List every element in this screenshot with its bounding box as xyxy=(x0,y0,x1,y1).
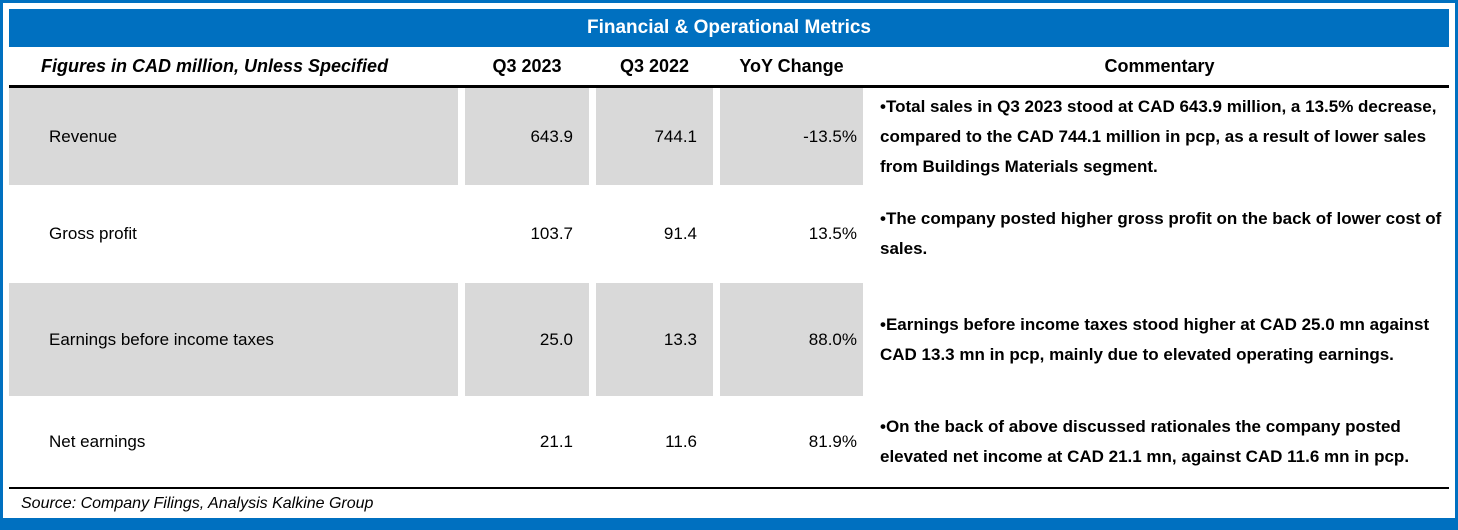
value-q3-2022: 13.3 xyxy=(596,283,713,396)
value-yoy-change: 88.0% xyxy=(720,283,863,396)
value-q3-2023: 643.9 xyxy=(465,88,589,185)
metric-label: Revenue xyxy=(9,88,458,185)
commentary-text: •The company posted higher gross profit … xyxy=(870,185,1449,283)
value-yoy-change: 81.9% xyxy=(808,431,857,451)
table-row-gross-profit: Gross profit 103.7 91.4 13.5% •The compa… xyxy=(9,185,1449,283)
value-q3-2022: 744.1 xyxy=(596,88,713,185)
commentary-text: •Total sales in Q3 2023 stood at CAD 643… xyxy=(870,88,1449,185)
value-q3-2022: 91.4 xyxy=(663,224,697,243)
metric-label: Gross profit xyxy=(49,224,137,243)
commentary-text: •Earnings before income taxes stood high… xyxy=(870,283,1449,396)
metric-label: Net earnings xyxy=(49,431,146,451)
value-q3-2022: 11.6 xyxy=(665,431,697,451)
table-row-revenue: Revenue 643.9 744.1 -13.5% •Total sales … xyxy=(9,88,1449,185)
value-q3-2023: 103.7 xyxy=(530,224,573,243)
header-q3-2023: Q3 2023 xyxy=(492,55,562,76)
header-commentary: Commentary xyxy=(1104,55,1215,76)
value-q3-2023: 25.0 xyxy=(465,283,589,396)
header-yoy-change: YoY Change xyxy=(739,55,844,76)
source-note: Source: Company Filings, Analysis Kalkin… xyxy=(9,487,1449,518)
value-yoy-change: -13.5% xyxy=(720,88,863,185)
header-metric: Figures in CAD million, Unless Specified xyxy=(41,55,389,76)
value-yoy-change: 13.5% xyxy=(808,224,857,243)
metric-label: Earnings before income taxes xyxy=(9,283,458,396)
page-title: Financial & Operational Metrics xyxy=(9,9,1449,47)
table-row-earnings-before-taxes: Earnings before income taxes 25.0 13.3 8… xyxy=(9,283,1449,396)
table-header-row: Figures in CAD million, Unless Specified… xyxy=(9,47,1449,88)
table-row-net-earnings: Net earnings 21.1 11.6 81.9% •On the bac… xyxy=(9,396,1449,487)
commentary-text: •On the back of above discussed rational… xyxy=(870,396,1449,487)
value-q3-2023: 21.1 xyxy=(539,431,573,451)
header-q3-2022: Q3 2022 xyxy=(619,55,690,76)
